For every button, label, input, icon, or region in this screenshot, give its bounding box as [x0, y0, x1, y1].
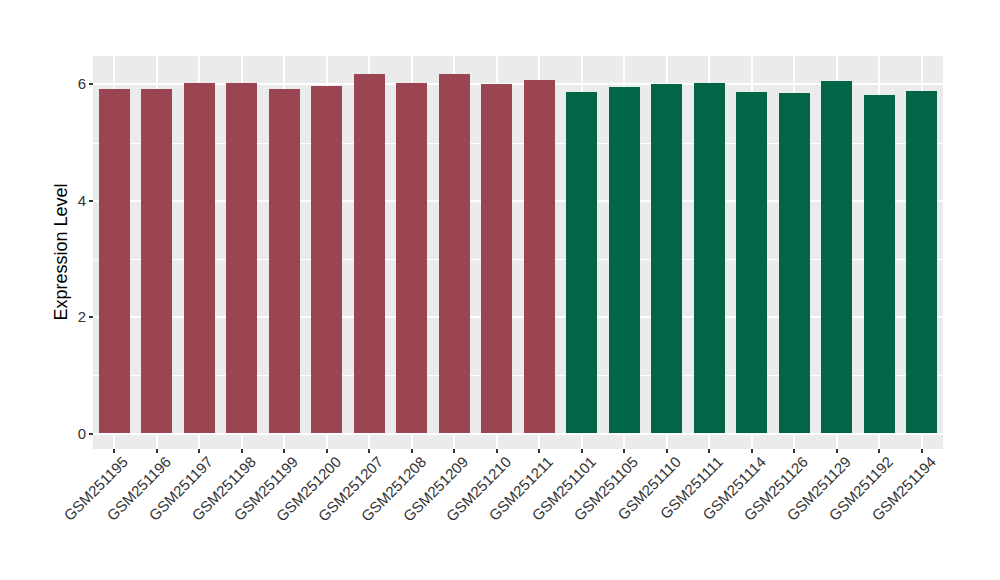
- y-gridline-major: [93, 316, 943, 318]
- bar-GSM251194: [906, 91, 937, 434]
- x-tick-mark: [368, 449, 370, 453]
- bar-GSM251196: [141, 89, 172, 434]
- bar-GSM251207: [354, 74, 385, 433]
- y-gridline-minor: [93, 375, 943, 376]
- x-tick-mark: [793, 449, 795, 453]
- bar-GSM251110: [651, 84, 682, 433]
- x-tick-mark: [666, 449, 668, 453]
- bar-GSM251114: [736, 92, 767, 434]
- y-tick-mark: [89, 83, 93, 85]
- bar-GSM251199: [269, 89, 300, 434]
- bar-GSM251209: [439, 74, 470, 433]
- bar-GSM251105: [609, 87, 640, 434]
- y-tick-label: 0: [46, 426, 86, 442]
- x-tick-mark: [198, 449, 200, 453]
- x-tick-mark: [453, 449, 455, 453]
- y-tick-mark: [89, 433, 93, 435]
- y-gridline-minor: [93, 143, 943, 144]
- y-gridline-minor: [93, 259, 943, 260]
- x-tick-mark: [283, 449, 285, 453]
- y-tick-label: 2: [46, 309, 86, 325]
- y-gridline-major: [93, 83, 943, 85]
- bar-GSM251200: [311, 86, 342, 433]
- x-tick-mark: [113, 449, 115, 453]
- x-tick-mark: [496, 449, 498, 453]
- x-tick-mark: [538, 449, 540, 453]
- y-tick-label: 4: [46, 193, 86, 209]
- x-tick-mark: [326, 449, 328, 453]
- bar-GSM251211: [524, 80, 555, 433]
- y-tick-mark: [89, 200, 93, 202]
- x-tick-mark: [836, 449, 838, 453]
- x-tick-mark: [581, 449, 583, 453]
- plot-panel: [93, 56, 943, 449]
- x-tick-mark: [708, 449, 710, 453]
- bar-GSM251195: [99, 89, 130, 434]
- bar-GSM251126: [779, 93, 810, 433]
- x-tick-mark: [878, 449, 880, 453]
- x-tick-mark: [623, 449, 625, 453]
- x-tick-mark: [411, 449, 413, 453]
- expression-bar-chart: Expression Level 0246GSM251195GSM251196G…: [0, 0, 1000, 580]
- y-tick-label: 6: [46, 76, 86, 92]
- x-tick-mark: [156, 449, 158, 453]
- bar-GSM251129: [821, 81, 852, 433]
- y-tick-mark: [89, 316, 93, 318]
- x-tick-mark: [241, 449, 243, 453]
- y-gridline-major: [93, 433, 943, 435]
- bar-GSM251210: [481, 84, 512, 433]
- y-gridline-major: [93, 200, 943, 202]
- x-tick-mark: [751, 449, 753, 453]
- bar-GSM251198: [226, 83, 257, 433]
- bar-GSM251101: [566, 92, 597, 433]
- bar-GSM251197: [184, 83, 215, 433]
- x-tick-mark: [921, 449, 923, 453]
- bar-GSM251111: [694, 83, 725, 434]
- bar-GSM251192: [864, 95, 895, 433]
- bar-GSM251208: [396, 83, 427, 433]
